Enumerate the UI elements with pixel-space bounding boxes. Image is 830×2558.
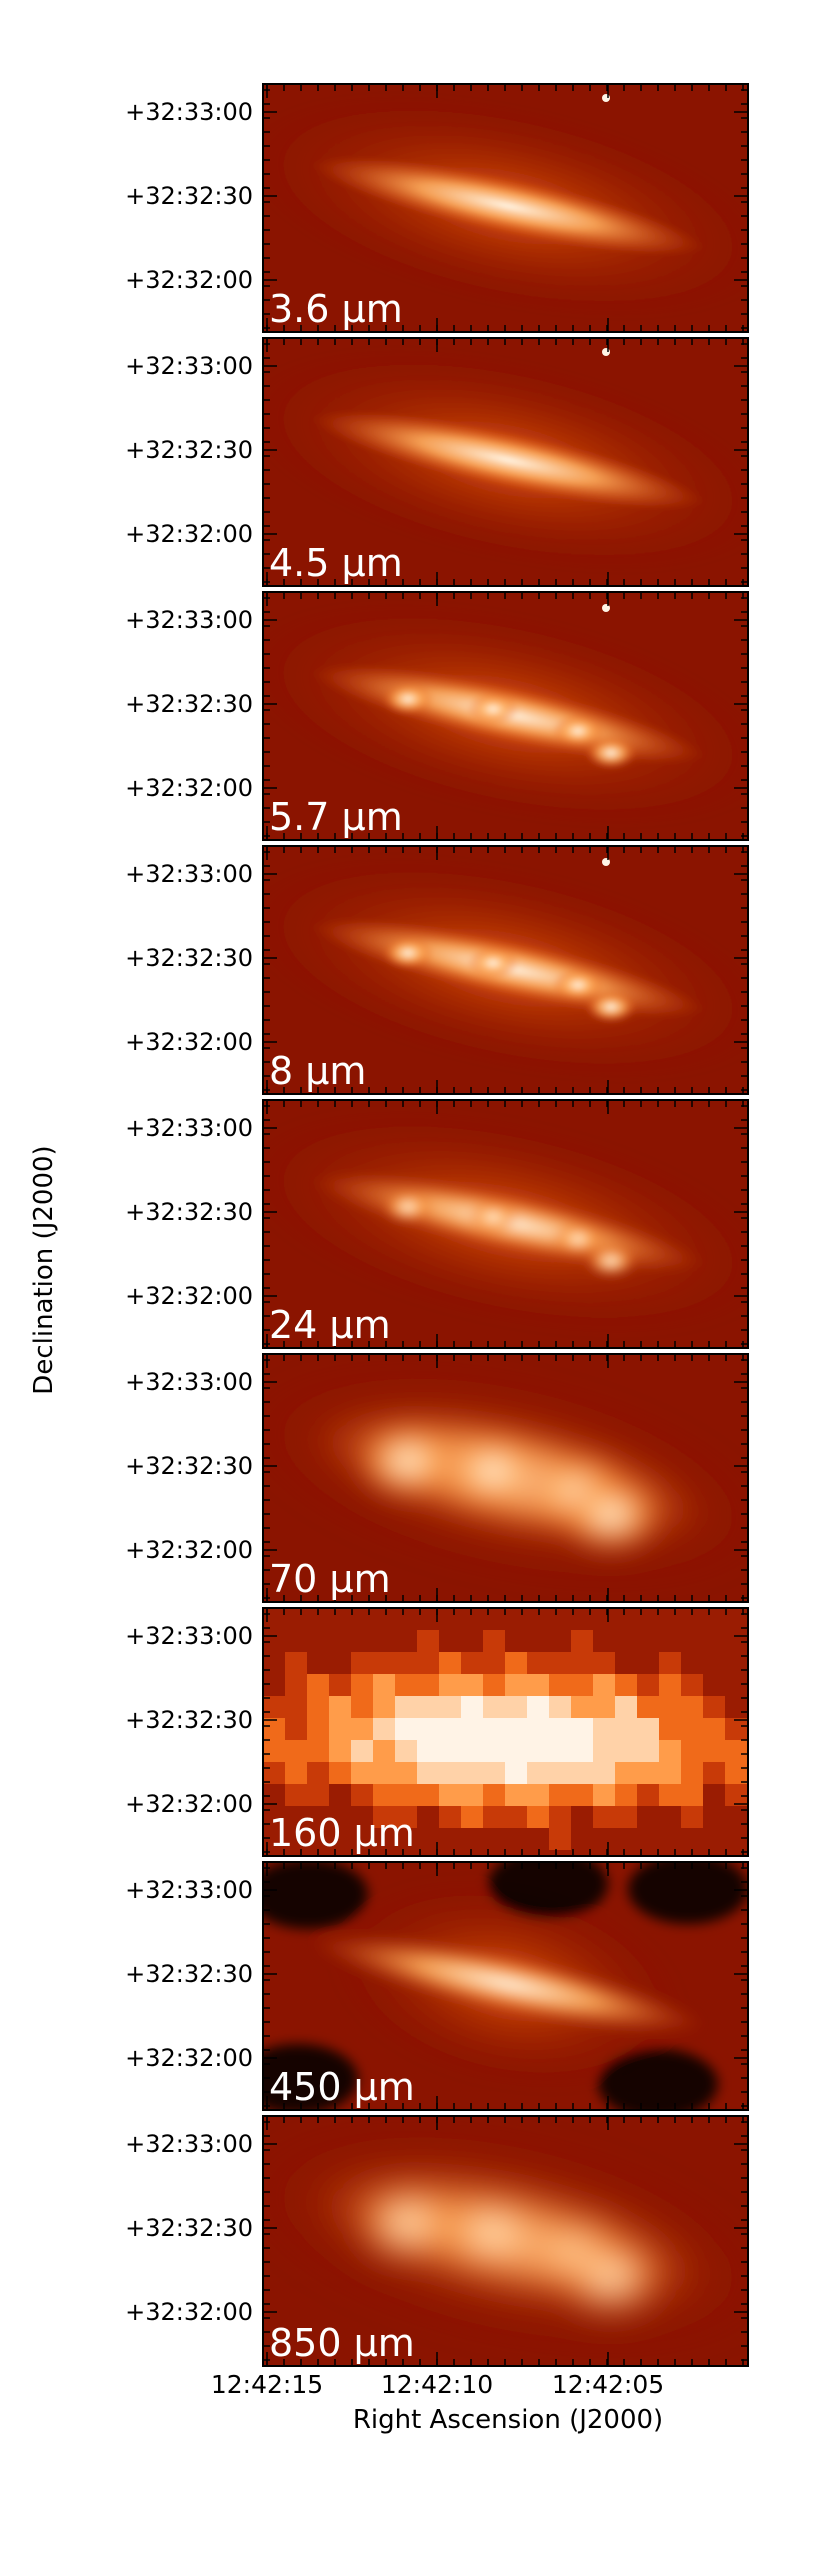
y-tick-label: +32:32:30 [125, 690, 253, 718]
y-tick-label: +32:33:00 [125, 98, 253, 126]
band-label: 850 μm [269, 2321, 415, 2365]
band-panel: +32:33:00 +32:32:30 +32:32:00 3.6 μm [125, 83, 749, 333]
band-panel: +32:33:00 +32:32:30 +32:32:00 850 μm [125, 2115, 749, 2367]
tick-marks [263, 2116, 748, 2366]
band-image [263, 592, 748, 840]
band-label: 160 μm [269, 1811, 415, 1855]
band-label: 8 μm [269, 1049, 366, 1093]
y-tick-label: +32:33:00 [125, 1368, 253, 1396]
band-image [263, 846, 748, 1094]
y-tick-label: +32:33:00 [125, 352, 253, 380]
tick-marks [263, 1608, 748, 1856]
band-label: 3.6 μm [269, 287, 403, 331]
y-tick-label: +32:33:00 [125, 606, 253, 634]
y-tick-label: +32:32:30 [125, 1198, 253, 1226]
tick-marks [263, 1354, 748, 1602]
y-tick-label: +32:32:30 [125, 2214, 253, 2242]
band-image [263, 1862, 748, 2110]
y-tick-label: +32:32:30 [125, 944, 253, 972]
band-label: 5.7 μm [269, 795, 403, 839]
y-tick-label: +32:32:30 [125, 1706, 253, 1734]
y-tick-label: +32:32:00 [125, 1282, 253, 1310]
band-label: 70 μm [269, 1557, 391, 1601]
y-tick-label: +32:32:00 [125, 1790, 253, 1818]
panels: +32:33:00+32:32:30+32:32:003.6 μm+32:33:… [125, 83, 749, 2367]
band-panel: +32:33:00 +32:32:30 +32:32:00 8 μm [125, 845, 749, 1095]
x-tick-label: 12:42:10 [381, 2370, 493, 2399]
y-tick-label: +32:33:00 [125, 1876, 253, 1904]
band-image [263, 1608, 748, 1856]
band-image [263, 1100, 748, 1348]
x-tick-labels: 12:42:15 12:42:10 12:42:05 [211, 2370, 664, 2399]
y-tick-label: +32:33:00 [125, 1622, 253, 1650]
band-label: 24 μm [269, 1303, 391, 1347]
band-panel: +32:33:00 +32:32:30 +32:32:00 4.5 μm [125, 337, 749, 587]
band-image [263, 2116, 748, 2366]
band-panel: +32:33:00 +32:32:30 +32:32:00 160 μm [125, 1607, 749, 1857]
y-tick-label: +32:33:00 [125, 860, 253, 888]
y-tick-label: +32:33:00 [125, 2130, 253, 2158]
y-tick-label: +32:32:30 [125, 436, 253, 464]
band-image [263, 1354, 748, 1602]
x-tick-label: 12:42:05 [552, 2370, 664, 2399]
tick-marks [263, 84, 748, 332]
band-image [263, 338, 748, 586]
band-panel: +32:33:00 +32:32:30 +32:32:00 24 μm [125, 1099, 749, 1349]
y-tick-label: +32:32:30 [125, 1452, 253, 1480]
tick-marks [263, 1862, 748, 2110]
tick-marks [263, 846, 748, 1094]
y-tick-label: +32:32:00 [125, 1536, 253, 1564]
y-tick-label: +32:32:00 [125, 2298, 253, 2326]
band-label: 4.5 μm [269, 541, 403, 585]
y-tick-label: +32:33:00 [125, 1114, 253, 1142]
x-tick-label: 12:42:15 [211, 2370, 323, 2399]
band-panel: +32:33:00 +32:32:30 +32:32:00 450 μm [125, 1861, 749, 2111]
y-tick-label: +32:32:00 [125, 266, 253, 294]
y-tick-label: +32:32:30 [125, 182, 253, 210]
y-tick-label: +32:32:00 [125, 2044, 253, 2072]
tick-marks [263, 1100, 748, 1348]
y-axis-label: Declination (J2000) [29, 1145, 59, 1394]
tick-marks [263, 338, 748, 586]
y-tick-label: +32:32:30 [125, 1960, 253, 1988]
y-tick-label: +32:32:00 [125, 1028, 253, 1056]
y-tick-label: +32:32:00 [125, 520, 253, 548]
band-panel: +32:33:00 +32:32:30 +32:32:00 70 μm [125, 1353, 749, 1603]
band-panel: +32:33:00 +32:32:30 +32:32:00 5.7 μm [125, 591, 749, 841]
y-tick-label: +32:32:00 [125, 774, 253, 802]
band-image [263, 84, 748, 332]
x-axis-label: Right Ascension (J2000) [353, 2405, 663, 2435]
tick-marks [263, 592, 748, 840]
band-label: 450 μm [269, 2065, 415, 2109]
